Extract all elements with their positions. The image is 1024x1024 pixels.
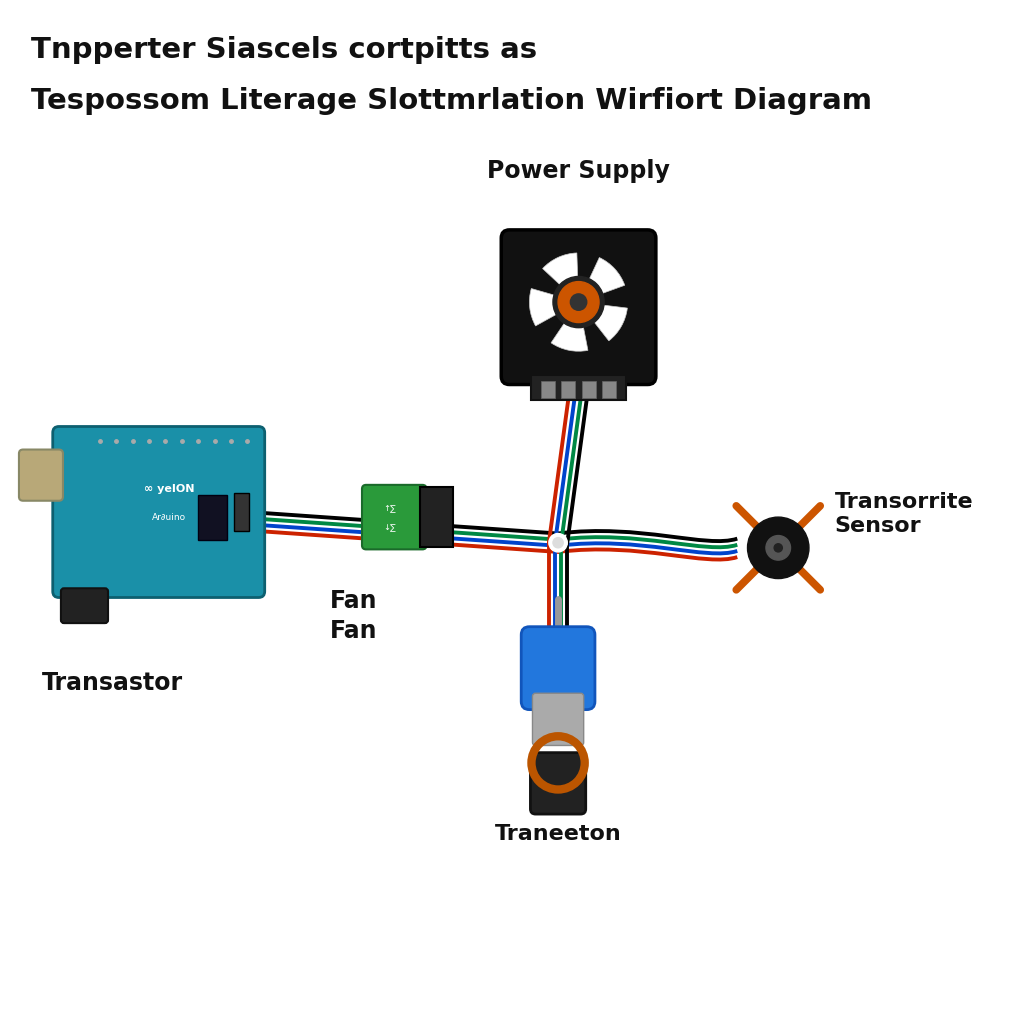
Text: ↑∑: ↑∑ — [383, 505, 395, 513]
Circle shape — [748, 517, 809, 579]
Wedge shape — [593, 305, 628, 341]
Text: Power Supply: Power Supply — [487, 159, 670, 182]
Text: ↓∑: ↓∑ — [383, 523, 395, 531]
Text: Ar∂uino: Ar∂uino — [152, 513, 186, 521]
Circle shape — [553, 276, 604, 328]
Text: Tespossom Literage Slottmrlation Wirfiort Diagram: Tespossom Literage Slottmrlation Wirfior… — [31, 87, 871, 115]
FancyBboxPatch shape — [198, 495, 227, 540]
Text: ∞ yeION: ∞ yeION — [143, 484, 195, 495]
Circle shape — [774, 544, 782, 552]
FancyBboxPatch shape — [541, 382, 555, 398]
FancyBboxPatch shape — [531, 376, 626, 400]
Text: Tnpperter Siascels cortpitts as: Tnpperter Siascels cortpitts as — [31, 36, 537, 63]
Wedge shape — [589, 257, 625, 294]
FancyBboxPatch shape — [501, 230, 655, 385]
Wedge shape — [543, 253, 578, 286]
FancyBboxPatch shape — [234, 493, 249, 531]
Circle shape — [558, 282, 599, 323]
FancyBboxPatch shape — [521, 627, 595, 710]
FancyBboxPatch shape — [532, 693, 584, 745]
Text: Fan
Fan: Fan Fan — [330, 589, 377, 642]
FancyBboxPatch shape — [60, 588, 108, 623]
FancyBboxPatch shape — [582, 382, 596, 398]
Circle shape — [570, 294, 587, 310]
Text: Transastor: Transastor — [42, 671, 183, 694]
FancyBboxPatch shape — [420, 487, 453, 547]
Wedge shape — [529, 289, 558, 326]
FancyBboxPatch shape — [18, 450, 63, 501]
FancyBboxPatch shape — [530, 753, 586, 814]
FancyBboxPatch shape — [602, 382, 616, 398]
Wedge shape — [551, 322, 588, 351]
Circle shape — [549, 534, 567, 552]
FancyBboxPatch shape — [561, 382, 575, 398]
FancyBboxPatch shape — [362, 485, 426, 549]
FancyBboxPatch shape — [53, 426, 264, 598]
Text: Transorrite
Sensor: Transorrite Sensor — [835, 492, 973, 537]
Circle shape — [553, 538, 563, 548]
Circle shape — [766, 536, 791, 560]
Text: Traneeton: Traneeton — [495, 824, 622, 845]
